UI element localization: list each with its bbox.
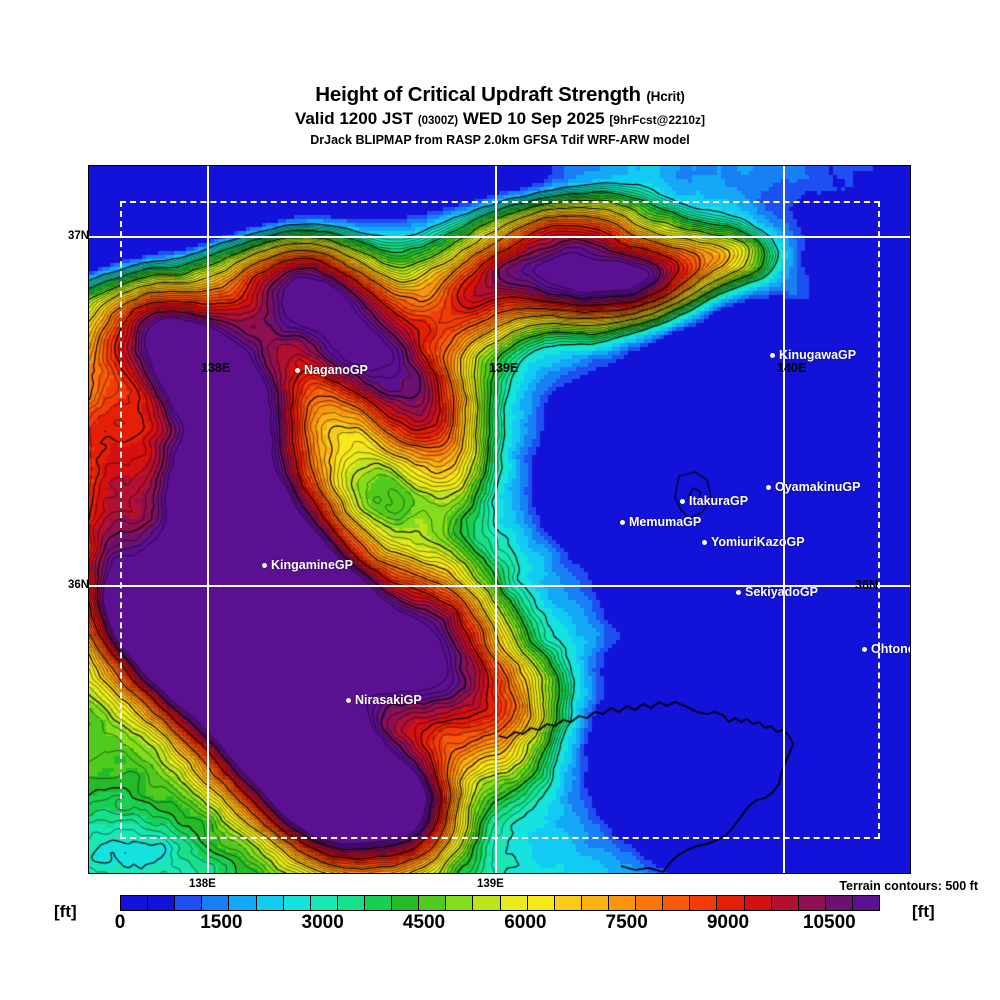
colorbar-swatch-24 [771, 896, 799, 910]
colorbar-swatch-19 [636, 896, 664, 910]
station-marker-yomiurikazogp[interactable]: YomiuriKazoGP [702, 535, 805, 549]
title-block: Height of Critical Updraft Strength (Hcr… [0, 84, 1000, 148]
station-marker-nirasakigp[interactable]: NirasakiGP [346, 693, 422, 707]
station-dot-icon [295, 367, 300, 373]
colorbar-tick-4500: 4500 [402, 912, 446, 933]
colorbar-swatch-23 [744, 896, 772, 910]
station-marker-fujigawagp[interactable]: FujigawaGP [389, 872, 470, 873]
station-label: OhtoneGP [871, 642, 910, 656]
station-marker-ohtonegp[interactable]: OhtoneGP [862, 642, 910, 656]
colorbar-tick-0: 0 [114, 912, 126, 933]
colorbar-swatch-25 [798, 896, 826, 910]
station-dot-icon [862, 646, 867, 652]
colorbar-swatch-7 [310, 896, 338, 910]
lon-axis-label-139e-bottom: 139E [477, 878, 504, 890]
colorbar-swatch-9 [364, 896, 393, 910]
page-title: Height of Critical Updraft Strength (Hcr… [0, 84, 1000, 108]
colorbar-swatch-22 [717, 896, 745, 910]
station-dot-icon [262, 562, 267, 568]
colorbar-swatch-3 [202, 896, 230, 910]
colorbar-swatch-18 [608, 896, 637, 910]
station-label: MemumaGP [629, 515, 702, 529]
map-raster-layer [89, 166, 910, 873]
colorbar-swatches [121, 896, 880, 910]
station-marker-kinugawagp[interactable]: KinugawaGP [770, 348, 856, 362]
station-marker-naganogp[interactable]: NaganoGP [295, 363, 368, 377]
colorbar-unit-left: [ft] [54, 902, 77, 921]
colorbar-swatch-6 [283, 896, 311, 910]
station-dot-icon [702, 539, 707, 545]
terrain-contour-note: Terrain contours: 500 ft [839, 879, 978, 893]
station-marker-memumagp[interactable]: MemumaGP [620, 515, 701, 529]
valid-date-text: WED 10 Sep 2025 [462, 109, 605, 128]
colorbar-swatch-2 [175, 896, 203, 910]
station-marker-oyamakinugp[interactable]: OyamakinuGP [766, 480, 860, 494]
colorbar-unit-right: [ft] [912, 902, 935, 921]
station-dot-icon [736, 589, 741, 595]
valid-time-line: Valid 1200 JST (0300Z) WED 10 Sep 2025 [… [0, 109, 1000, 131]
colorbar[interactable] [120, 895, 880, 911]
station-label: KingamineGP [271, 558, 353, 572]
colorbar-swatch-13 [473, 896, 501, 910]
station-marker-sekiyadogp[interactable]: SekiyadoGP [736, 585, 818, 599]
station-label: YomiuriKazoGP [711, 535, 805, 549]
colorbar-swatch-16 [554, 896, 582, 910]
valid-prefix-text: Valid 1200 JST [294, 109, 414, 128]
colorbar-swatch-26 [825, 896, 853, 910]
station-label: FujigawaGP [398, 872, 470, 873]
colorbar-swatch-10 [392, 896, 420, 910]
colorbar-swatch-4 [229, 896, 257, 910]
station-dot-icon [766, 484, 771, 490]
forecast-map[interactable]: 138E 139E 140E 36N NaganoGP KinugawaGP Oya… [88, 165, 911, 874]
station-dot-icon [346, 697, 351, 703]
colorbar-swatch-12 [446, 896, 474, 910]
colorbar-swatch-0 [121, 896, 149, 910]
colorbar-swatch-1 [148, 896, 176, 910]
station-dot-icon [770, 352, 775, 358]
colorbar-tick-3000: 3000 [301, 912, 344, 933]
title-main-text: Height of Critical Updraft Strength [315, 83, 641, 106]
colorbar-tick-9000: 9000 [706, 912, 750, 933]
colorbar-tick-6000: 6000 [504, 912, 547, 933]
title-param-text: (Hcrit) [646, 89, 685, 104]
colorbar-swatch-17 [581, 896, 609, 910]
colorbar-swatch-15 [527, 896, 555, 910]
station-dot-icon [620, 519, 625, 525]
station-label: NaganoGP [304, 363, 368, 377]
station-marker-itakuragp[interactable]: ItakuraGP [680, 494, 748, 508]
colorbar-swatch-14 [500, 896, 528, 910]
lat-axis-label-37n: 37N [68, 230, 90, 242]
lat-axis-label-36n: 36N [68, 579, 90, 591]
station-label: NirasakiGP [355, 693, 422, 707]
colorbar-swatch-11 [419, 896, 447, 910]
colorbar-swatch-8 [337, 896, 365, 910]
station-label: KinugawaGP [779, 348, 857, 362]
station-dot-icon [680, 498, 685, 504]
colorbar-tick-10500: 10500 [802, 912, 856, 933]
model-source-line: DrJack BLIPMAP from RASP 2.0km GFSA Tdif… [310, 133, 690, 147]
colorbar-swatch-27 [852, 896, 880, 910]
valid-zulu-text: (0300Z) [417, 115, 459, 127]
colorbar-tick-1500: 1500 [200, 912, 243, 933]
colorbar-tick-7500: 7500 [605, 912, 648, 933]
station-label: OyamakinuGP [775, 480, 861, 494]
station-label: SekiyadoGP [745, 585, 818, 599]
lon-axis-label-138e-bottom: 138E [189, 878, 216, 890]
colorbar-swatch-5 [256, 896, 284, 910]
colorbar-swatch-20 [663, 896, 691, 910]
colorbar-swatch-21 [690, 896, 718, 910]
forecast-tag-text: [9hrFcst@2210z] [609, 113, 706, 127]
station-marker-kingaminegp[interactable]: KingamineGP [262, 558, 353, 572]
station-label: ItakuraGP [689, 494, 749, 508]
